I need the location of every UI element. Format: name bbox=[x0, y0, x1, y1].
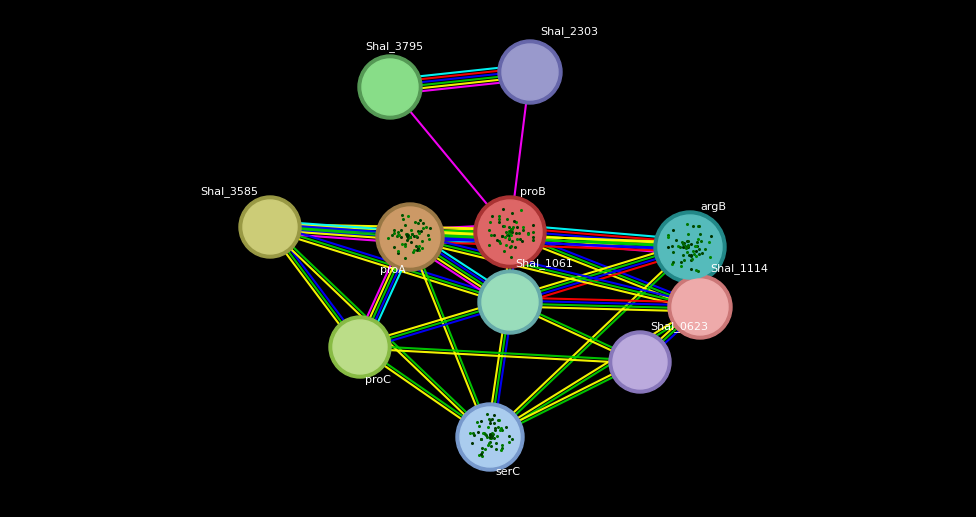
Circle shape bbox=[474, 196, 546, 268]
Circle shape bbox=[362, 59, 418, 115]
Circle shape bbox=[502, 44, 558, 100]
Text: Shal_1114: Shal_1114 bbox=[710, 263, 768, 274]
Text: argB: argB bbox=[700, 202, 726, 212]
Circle shape bbox=[358, 55, 422, 119]
Text: Shal_0623: Shal_0623 bbox=[650, 321, 708, 332]
Circle shape bbox=[668, 275, 732, 339]
Circle shape bbox=[482, 274, 538, 330]
Circle shape bbox=[478, 200, 542, 264]
Text: Shal_3795: Shal_3795 bbox=[365, 41, 424, 52]
Text: proC: proC bbox=[365, 375, 390, 385]
Circle shape bbox=[613, 335, 667, 389]
Circle shape bbox=[456, 403, 524, 471]
Circle shape bbox=[460, 407, 520, 467]
Circle shape bbox=[239, 196, 301, 258]
Circle shape bbox=[658, 215, 722, 279]
Circle shape bbox=[609, 331, 671, 393]
Text: serC: serC bbox=[495, 467, 520, 477]
Circle shape bbox=[478, 270, 542, 334]
Circle shape bbox=[654, 211, 726, 283]
Circle shape bbox=[376, 203, 444, 271]
Circle shape bbox=[329, 316, 391, 378]
Circle shape bbox=[380, 207, 440, 267]
Circle shape bbox=[243, 200, 297, 254]
Text: proB: proB bbox=[520, 187, 546, 197]
Text: Shal_2303: Shal_2303 bbox=[540, 26, 598, 37]
Circle shape bbox=[498, 40, 562, 104]
Text: proA: proA bbox=[380, 265, 406, 275]
Circle shape bbox=[672, 279, 728, 335]
Circle shape bbox=[333, 320, 387, 374]
Text: Shal_1061: Shal_1061 bbox=[515, 258, 573, 269]
Text: Shal_3585: Shal_3585 bbox=[200, 186, 258, 197]
